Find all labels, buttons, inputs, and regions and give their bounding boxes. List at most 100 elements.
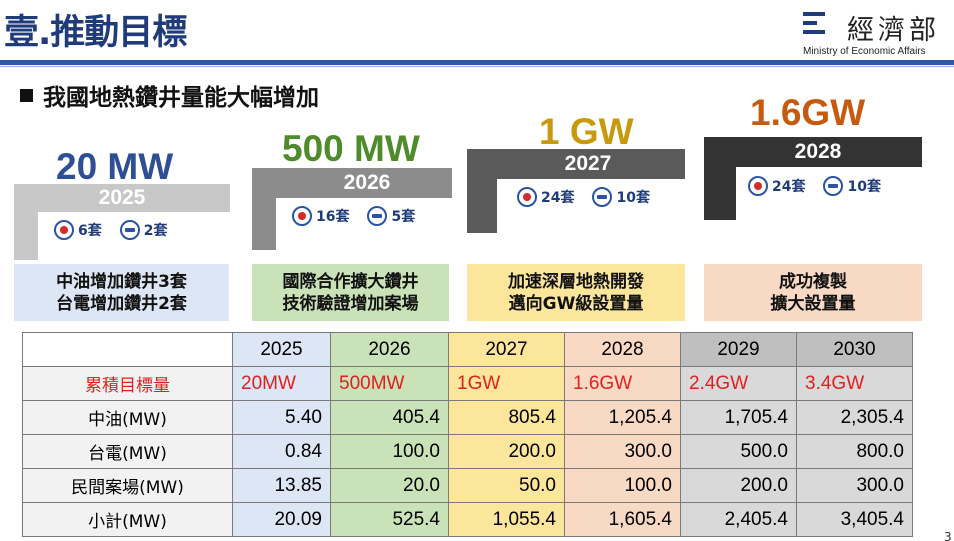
year-header: 2027 bbox=[448, 332, 565, 367]
year-header: 2026 bbox=[330, 332, 449, 367]
step-capacity: 1 GW bbox=[539, 111, 634, 152]
table-row-subtotal: 小計(MW) 20.09 525.4 1,055.4 1,605.4 2,405… bbox=[22, 502, 913, 537]
step-label-2025: 中油增加鑽井3套 台電增加鑽井2套 bbox=[14, 264, 229, 321]
cpc-rig-count: 24套 bbox=[541, 190, 575, 206]
year-header: 2025 bbox=[232, 332, 331, 367]
table-cell: 20.09 bbox=[232, 502, 331, 537]
table-cell: 1.6GW bbox=[564, 366, 681, 401]
cpc-logo-icon bbox=[748, 176, 768, 196]
label-line: 台電增加鑽井2套 bbox=[56, 293, 187, 314]
table-cell: 300.0 bbox=[796, 468, 913, 503]
label-line: 中油增加鑽井3套 bbox=[56, 271, 187, 292]
step-bar bbox=[252, 168, 452, 198]
moea-logo: 經濟部 Ministry of Economic Affairs bbox=[803, 8, 948, 60]
taipower-rig-count: 10套 bbox=[616, 190, 650, 206]
row-label: 中油(MW) bbox=[22, 400, 233, 435]
table-cell: 2,305.4 bbox=[796, 400, 913, 435]
step-year: 2028 bbox=[794, 140, 842, 163]
step-year: 2027 bbox=[564, 152, 612, 175]
table-cell: 50.0 bbox=[448, 468, 565, 503]
row-label: 台電(MW) bbox=[22, 434, 233, 469]
step-year: 2025 bbox=[98, 186, 146, 209]
section-subtitle: 我國地熱鑽井量能大幅增加 bbox=[20, 78, 319, 112]
table-cell: 1GW bbox=[448, 366, 565, 401]
step-capacity: 20 MW bbox=[56, 146, 174, 187]
logo-chinese-name: 經濟部 bbox=[847, 15, 940, 46]
table-cell: 2.4GW bbox=[680, 366, 797, 401]
step-label-2027: 加速深層地熱開發 邁向GW級設置量 bbox=[467, 264, 685, 321]
table-row-private: 民間案場(MW) 13.85 20.0 50.0 100.0 200.0 300… bbox=[22, 468, 913, 503]
table-row-taipower: 台電(MW) 0.84 100.0 200.0 300.0 500.0 800.… bbox=[22, 434, 913, 469]
cpc-logo-icon bbox=[517, 187, 537, 207]
table-cell: 100.0 bbox=[564, 468, 681, 503]
table-cell: 500.0 bbox=[680, 434, 797, 469]
taipower-rig-count: 5套 bbox=[391, 209, 416, 225]
table-cell: 805.4 bbox=[448, 400, 565, 435]
step-bar bbox=[704, 137, 922, 167]
step-2027: 1 GW 2027 24套 10套 bbox=[467, 111, 685, 233]
taipower-logo-icon bbox=[823, 176, 844, 196]
taipower-rig-count: 2套 bbox=[143, 223, 168, 239]
step-2025: 20 MW 2025 6套 2套 bbox=[14, 146, 230, 260]
year-header: 2028 bbox=[564, 332, 681, 367]
table-cell: 2,405.4 bbox=[680, 502, 797, 537]
step-2026: 500 MW 2026 16套 5套 bbox=[252, 128, 452, 250]
label-line: 成功複製 bbox=[779, 271, 847, 292]
logo-english-name: Ministry of Economic Affairs bbox=[803, 46, 926, 57]
moea-mark-icon bbox=[803, 12, 825, 34]
targets-table: 2025 2026 2027 2028 2029 2030 累積目標量 20MW… bbox=[22, 332, 913, 537]
cpc-logo-icon bbox=[54, 220, 74, 240]
table-cell: 300.0 bbox=[564, 434, 681, 469]
table-cell: 0.84 bbox=[232, 434, 331, 469]
table-cell: 1,605.4 bbox=[564, 502, 681, 537]
table-cell: 3.4GW bbox=[796, 366, 913, 401]
step-bar bbox=[14, 184, 230, 212]
step-rigs: 24套 10套 bbox=[748, 176, 895, 196]
row-label: 小計(MW) bbox=[22, 502, 233, 537]
table-row-cpc: 中油(MW) 5.40 405.4 805.4 1,205.4 1,705.4 … bbox=[22, 400, 913, 435]
cpc-logo-icon bbox=[292, 206, 312, 226]
subtitle-text: 我國地熱鑽井量能大幅增加 bbox=[43, 85, 319, 111]
step-bar-riser bbox=[14, 184, 38, 260]
header-blank-cell bbox=[22, 332, 233, 367]
table-cell: 3,405.4 bbox=[796, 502, 913, 537]
taipower-logo-icon bbox=[367, 206, 388, 226]
table-cell: 13.85 bbox=[232, 468, 331, 503]
step-rigs: 6套 2套 bbox=[54, 220, 182, 240]
table-cell: 20.0 bbox=[330, 468, 449, 503]
table-cell: 200.0 bbox=[680, 468, 797, 503]
cpc-rig-count: 6套 bbox=[78, 223, 102, 239]
step-bar bbox=[467, 149, 685, 179]
page-number: 3 bbox=[944, 530, 952, 541]
table-cell: 200.0 bbox=[448, 434, 565, 469]
cpc-rig-count: 24套 bbox=[772, 179, 806, 195]
page-title: 壹.推動目標 bbox=[4, 13, 187, 53]
table-cell: 1,705.4 bbox=[680, 400, 797, 435]
step-label-2026: 國際合作擴大鑽井 技術驗證增加案場 bbox=[252, 264, 449, 321]
table-cell: 20MW bbox=[232, 366, 331, 401]
header-divider-thin bbox=[0, 66, 954, 67]
table-cell: 5.40 bbox=[232, 400, 331, 435]
year-header: 2030 bbox=[796, 332, 913, 367]
step-year: 2026 bbox=[343, 171, 391, 194]
label-line: 邁向GW級設置量 bbox=[508, 293, 644, 314]
table-cell: 1,055.4 bbox=[448, 502, 565, 537]
step-2028: 1.6GW 2028 24套 10套 bbox=[704, 92, 922, 220]
table-cell: 500MW bbox=[330, 366, 449, 401]
label-line: 國際合作擴大鑽井 bbox=[282, 271, 419, 292]
table-header-row: 2025 2026 2027 2028 2029 2030 bbox=[22, 332, 913, 367]
step-rigs: 16套 5套 bbox=[292, 206, 429, 226]
table-cell: 405.4 bbox=[330, 400, 449, 435]
table-cell: 525.4 bbox=[330, 502, 449, 537]
label-line: 擴大設置量 bbox=[770, 293, 856, 314]
step-capacity: 500 MW bbox=[282, 128, 420, 169]
label-line: 技術驗證增加案場 bbox=[282, 293, 419, 314]
taipower-rig-count: 10套 bbox=[847, 179, 881, 195]
label-line: 加速深層地熱開發 bbox=[508, 271, 644, 292]
table-row-cumulative-target: 累積目標量 20MW 500MW 1GW 1.6GW 2.4GW 3.4GW bbox=[22, 366, 913, 401]
step-rigs: 24套 10套 bbox=[517, 187, 664, 207]
table-cell: 100.0 bbox=[330, 434, 449, 469]
row-label: 民間案場(MW) bbox=[22, 468, 233, 503]
square-bullet-icon bbox=[20, 89, 33, 102]
step-bar-riser bbox=[467, 149, 497, 233]
